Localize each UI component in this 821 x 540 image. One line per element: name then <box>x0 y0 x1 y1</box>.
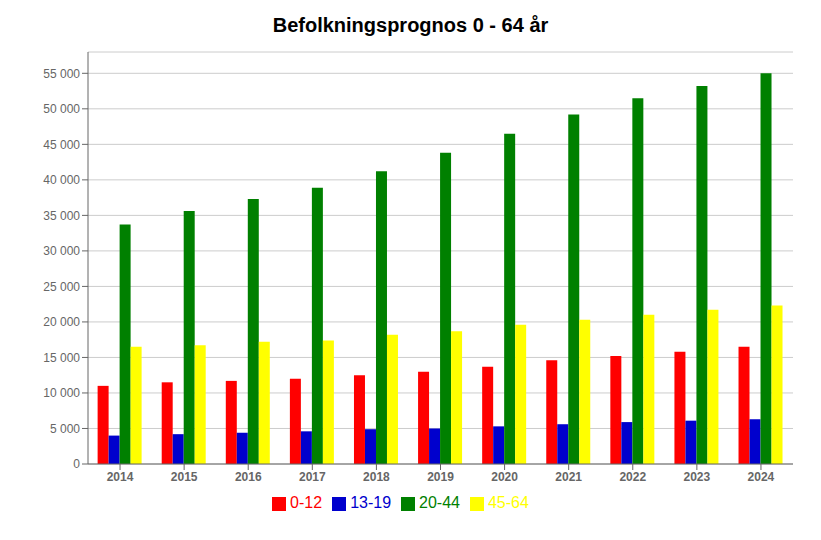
svg-text:2024: 2024 <box>748 470 775 484</box>
svg-text:45 000: 45 000 <box>43 138 80 152</box>
svg-text:40 000: 40 000 <box>43 173 80 187</box>
html-text:Befolkningsprognos 0 - 64 år: Befolkningsprognos 0 - 64 år <box>272 14 549 36</box>
svg-text:10 000: 10 000 <box>43 386 80 400</box>
html-text:20-44: 20-44 <box>419 494 460 511</box>
svg-text:50 000: 50 000 <box>43 102 80 116</box>
html-text:45-64: 45-64 <box>488 494 529 511</box>
svg-text:5 000: 5 000 <box>50 422 80 436</box>
svg-text:35 000: 35 000 <box>43 209 80 223</box>
svg-text:25 000: 25 000 <box>43 280 80 294</box>
svg-text:2014: 2014 <box>107 470 134 484</box>
svg-text:15 000: 15 000 <box>43 351 80 365</box>
svg-text:0: 0 <box>73 457 80 471</box>
html-text:13-19: 13-19 <box>350 494 391 511</box>
svg-text:55 000: 55 000 <box>43 67 80 81</box>
svg-text:30 000: 30 000 <box>43 244 80 258</box>
html-text:0-12: 0-12 <box>290 494 323 511</box>
svg-text:2020: 2020 <box>491 470 518 484</box>
svg-text:2023: 2023 <box>684 470 711 484</box>
svg-text:2022: 2022 <box>619 470 646 484</box>
svg-text:2015: 2015 <box>171 470 198 484</box>
svg-text:2016: 2016 <box>235 470 262 484</box>
svg-text:20 000: 20 000 <box>43 315 80 329</box>
svg-text:2018: 2018 <box>363 470 390 484</box>
svg-text:2019: 2019 <box>427 470 454 484</box>
svg-text:2017: 2017 <box>299 470 326 484</box>
svg-text:2021: 2021 <box>555 470 582 484</box>
